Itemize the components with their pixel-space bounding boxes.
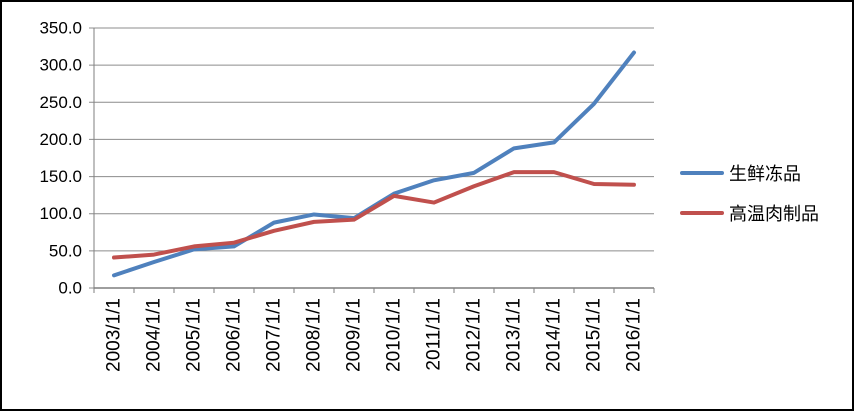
legend-item-fresh-frozen: 生鲜冻品 bbox=[680, 160, 819, 186]
x-axis-tick-label: 2004/1/1 bbox=[144, 298, 165, 372]
x-axis-tick-label: 2006/1/1 bbox=[224, 298, 245, 372]
legend-item-high-temp-meat: 高温肉制品 bbox=[680, 200, 819, 226]
x-axis-tick-label: 2012/1/1 bbox=[464, 298, 485, 372]
series-line-fresh-frozen bbox=[112, 50, 636, 278]
legend-label-fresh-frozen: 生鲜冻品 bbox=[729, 164, 801, 184]
x-axis-tick-label: 2016/1/1 bbox=[624, 298, 645, 372]
x-axis-tick-label: 2005/1/1 bbox=[184, 298, 205, 372]
y-axis-tick-label: 150.0 bbox=[39, 167, 82, 186]
y-axis-tick-label: 100.0 bbox=[39, 204, 82, 223]
x-axis-tick-label: 2003/1/1 bbox=[104, 298, 125, 372]
legend-swatch-high-temp-meat bbox=[680, 211, 724, 215]
x-axis-tick-label: 2014/1/1 bbox=[544, 298, 565, 372]
legend-label-high-temp-meat: 高温肉制品 bbox=[729, 204, 819, 224]
y-axis-tick-label: 0.0 bbox=[58, 279, 82, 298]
x-axis-tick-label: 2011/1/1 bbox=[424, 298, 445, 371]
y-axis-tick-label: 200.0 bbox=[39, 130, 82, 149]
y-axis-tick-label: 350.0 bbox=[39, 19, 82, 38]
legend-swatch-fresh-frozen bbox=[680, 171, 724, 175]
y-axis-tick-label: 250.0 bbox=[39, 93, 82, 112]
x-axis-tick-label: 2008/1/1 bbox=[304, 298, 325, 372]
y-axis-tick-label: 300.0 bbox=[39, 56, 82, 75]
x-axis-tick-label: 2015/1/1 bbox=[584, 298, 605, 372]
x-axis-tick-label: 2009/1/1 bbox=[344, 298, 365, 372]
legend: 生鲜冻品 高温肉制品 bbox=[680, 160, 819, 226]
x-axis-tick-label: 2007/1/1 bbox=[264, 298, 285, 372]
x-axis-tick-label: 2013/1/1 bbox=[504, 298, 525, 372]
series-line-high-temp-meat bbox=[112, 170, 636, 260]
x-axis-tick-label: 2010/1/1 bbox=[384, 298, 405, 372]
y-axis-tick-label: 50.0 bbox=[49, 241, 82, 260]
